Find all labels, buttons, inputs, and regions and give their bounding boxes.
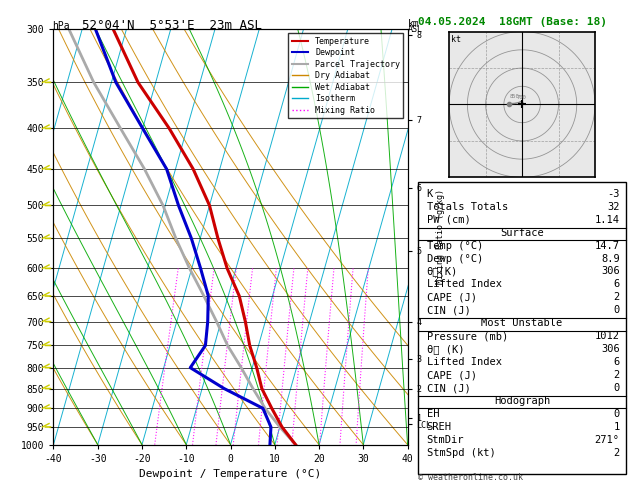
Text: -3: -3	[607, 189, 620, 199]
Text: Lifted Index: Lifted Index	[426, 279, 501, 290]
Text: θᴄ(K): θᴄ(K)	[426, 266, 458, 277]
Text: 0: 0	[613, 383, 620, 393]
Text: 1012: 1012	[594, 331, 620, 341]
Text: 306: 306	[601, 344, 620, 354]
Text: 2: 2	[613, 370, 620, 380]
Legend: Temperature, Dewpoint, Parcel Trajectory, Dry Adiabat, Wet Adiabat, Isotherm, Mi: Temperature, Dewpoint, Parcel Trajectory…	[289, 34, 403, 118]
Text: Hodograph: Hodograph	[494, 396, 550, 406]
Text: CAPE (J): CAPE (J)	[426, 370, 477, 380]
Text: Lifted Index: Lifted Index	[426, 357, 501, 367]
Text: CIN (J): CIN (J)	[426, 383, 470, 393]
Text: 1: 1	[613, 422, 620, 432]
Text: 2: 2	[613, 293, 620, 302]
Text: 850: 850	[509, 94, 519, 99]
Text: 04.05.2024  18GMT (Base: 18): 04.05.2024 18GMT (Base: 18)	[418, 17, 607, 27]
Text: CAPE (J): CAPE (J)	[426, 293, 477, 302]
Text: Temp (°C): Temp (°C)	[426, 241, 483, 251]
Text: kt: kt	[451, 35, 461, 44]
Text: Totals Totals: Totals Totals	[426, 202, 508, 212]
Text: 14.7: 14.7	[594, 241, 620, 251]
Text: 0: 0	[613, 305, 620, 315]
Y-axis label: Mixing Ratio (g/kg): Mixing Ratio (g/kg)	[436, 190, 445, 284]
Text: ASL: ASL	[408, 25, 423, 35]
Text: km: km	[408, 19, 420, 30]
Text: hPa: hPa	[52, 21, 70, 31]
Text: 6: 6	[613, 279, 620, 290]
Text: SREH: SREH	[426, 422, 452, 432]
X-axis label: Dewpoint / Temperature (°C): Dewpoint / Temperature (°C)	[140, 469, 321, 479]
Text: EH: EH	[426, 409, 439, 419]
Text: 1.14: 1.14	[594, 215, 620, 225]
Text: © weatheronline.co.uk: © weatheronline.co.uk	[418, 473, 523, 482]
Text: Most Unstable: Most Unstable	[481, 318, 563, 329]
Text: 700: 700	[516, 95, 526, 100]
Text: 32: 32	[607, 202, 620, 212]
Text: PW (cm): PW (cm)	[426, 215, 470, 225]
Text: StmSpd (kt): StmSpd (kt)	[426, 448, 496, 458]
Text: 0: 0	[613, 409, 620, 419]
Text: StmDir: StmDir	[426, 435, 464, 445]
Text: Dewp (°C): Dewp (°C)	[426, 254, 483, 263]
Text: 8.9: 8.9	[601, 254, 620, 263]
Text: 2: 2	[613, 448, 620, 458]
Text: 6: 6	[613, 357, 620, 367]
Text: 52°04'N  5°53'E  23m ASL: 52°04'N 5°53'E 23m ASL	[82, 19, 262, 33]
Text: CIN (J): CIN (J)	[426, 305, 470, 315]
Text: Pressure (mb): Pressure (mb)	[426, 331, 508, 341]
Text: K: K	[426, 189, 433, 199]
Text: 271°: 271°	[594, 435, 620, 445]
Text: 306: 306	[601, 266, 620, 277]
Text: θᴄ (K): θᴄ (K)	[426, 344, 464, 354]
Text: Surface: Surface	[500, 227, 544, 238]
